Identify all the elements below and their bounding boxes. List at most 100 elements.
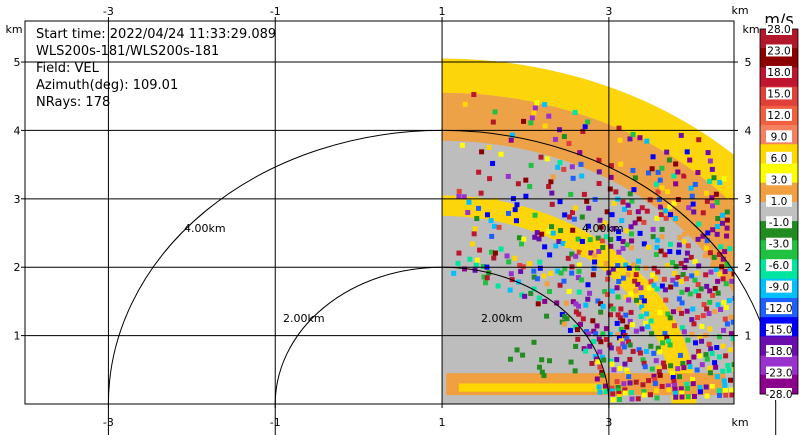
velocity-cell — [728, 377, 734, 383]
velocity-cell — [599, 238, 605, 244]
velocity-cell — [671, 378, 677, 384]
colorbar-label-bg — [766, 366, 792, 379]
velocity-cell — [611, 226, 617, 232]
velocity-cell — [673, 281, 679, 287]
colorbar-label: -3.0 — [769, 239, 790, 251]
velocity-cell — [679, 300, 685, 306]
velocity-cell — [687, 157, 693, 163]
range-ring-layer: 2.00km 4.00km 2.00km 4.00km — [107, 129, 777, 435]
velocity-cell — [685, 169, 691, 175]
velocity-cell — [745, 321, 750, 326]
velocity-cell — [724, 321, 730, 327]
velocity-cell — [689, 317, 695, 323]
velocity-cell — [664, 334, 670, 340]
velocity-cell — [667, 204, 673, 210]
velocity-cell — [654, 244, 660, 250]
velocity-cell — [739, 224, 744, 229]
velocity-cell — [473, 262, 479, 268]
velocity-cell — [625, 272, 631, 278]
velocity-cell — [583, 302, 589, 308]
velocity-cell — [661, 276, 667, 282]
colorbar-label-bg — [766, 108, 792, 121]
velocity-cell — [595, 235, 601, 241]
velocity-cell — [660, 340, 666, 346]
velocity-cell — [471, 231, 477, 237]
info-field: Field: VEL — [36, 61, 100, 76]
velocity-cell — [737, 356, 742, 361]
velocity-cell — [675, 169, 681, 175]
velocity-cell — [570, 227, 576, 233]
velocity-cell — [562, 266, 568, 272]
velocity-cell — [702, 253, 708, 259]
colorbar-label: 1.0 — [771, 196, 788, 208]
velocity-cell — [710, 227, 716, 233]
velocity-cell — [652, 380, 658, 386]
x-tick-label-bottom: -1 — [270, 416, 281, 429]
velocity-cell — [670, 277, 676, 283]
velocity-cell — [710, 262, 716, 268]
velocity-cell — [588, 250, 594, 256]
velocity-cell — [717, 179, 723, 185]
velocity-cell — [572, 205, 578, 211]
velocity-cell — [535, 301, 541, 307]
velocity-cell — [693, 288, 699, 294]
velocity-cell — [665, 263, 671, 269]
velocity-cell — [630, 167, 636, 173]
data-layer — [442, 58, 750, 404]
velocity-cell — [686, 359, 692, 365]
velocity-cell — [560, 240, 566, 246]
velocity-cell — [720, 212, 726, 218]
velocity-cell — [684, 381, 690, 387]
velocity-cell — [541, 373, 547, 379]
velocity-cell — [705, 230, 711, 236]
velocity-cell — [645, 170, 651, 176]
velocity-cell — [620, 245, 626, 251]
velocity-cell — [609, 385, 615, 391]
velocity-cell — [632, 278, 638, 284]
velocity-cell — [600, 372, 606, 378]
velocity-cell — [616, 335, 622, 341]
velocity-cell — [519, 292, 525, 298]
colorbar-label: -18.0 — [765, 346, 792, 358]
velocity-cell — [729, 278, 734, 284]
velocity-cell — [491, 223, 497, 229]
velocity-cell — [647, 197, 653, 203]
velocity-cell — [626, 374, 632, 380]
velocity-cell — [649, 366, 655, 372]
velocity-cell — [727, 246, 733, 252]
velocity-cell — [687, 291, 693, 297]
velocity-cell — [614, 285, 620, 291]
velocity-cell — [602, 220, 608, 226]
y-tick-label-left: 1 — [14, 330, 21, 343]
velocity-cell — [663, 215, 669, 221]
velocity-cell — [696, 137, 702, 143]
velocity-cell — [598, 301, 604, 307]
velocity-cell — [461, 194, 467, 200]
velocity-cell — [659, 234, 665, 240]
velocity-cell — [484, 275, 490, 281]
velocity-cell — [690, 201, 696, 207]
grid-layer — [25, 21, 734, 404]
velocity-cell — [621, 145, 627, 151]
velocity-cell — [688, 185, 694, 191]
y-unit-left: km — [5, 23, 22, 36]
velocity-cell — [623, 294, 629, 300]
colorbar-label-bg — [766, 345, 792, 358]
colorbar-label-bg — [766, 237, 792, 250]
velocity-cell — [645, 244, 651, 250]
velocity-cell — [573, 253, 579, 259]
velocity-cell — [646, 378, 652, 384]
velocity-cell — [537, 265, 543, 271]
velocity-cell — [596, 336, 602, 342]
velocity-cell — [554, 300, 560, 306]
velocity-cell — [456, 250, 462, 256]
velocity-cell — [655, 189, 661, 195]
velocity-cell — [507, 287, 513, 293]
velocity-cell — [591, 328, 597, 334]
velocity-cell — [704, 198, 710, 204]
velocity-cell — [659, 185, 665, 191]
velocity-cell — [670, 371, 676, 377]
velocity-cell — [553, 243, 559, 249]
velocity-cell — [718, 244, 724, 250]
